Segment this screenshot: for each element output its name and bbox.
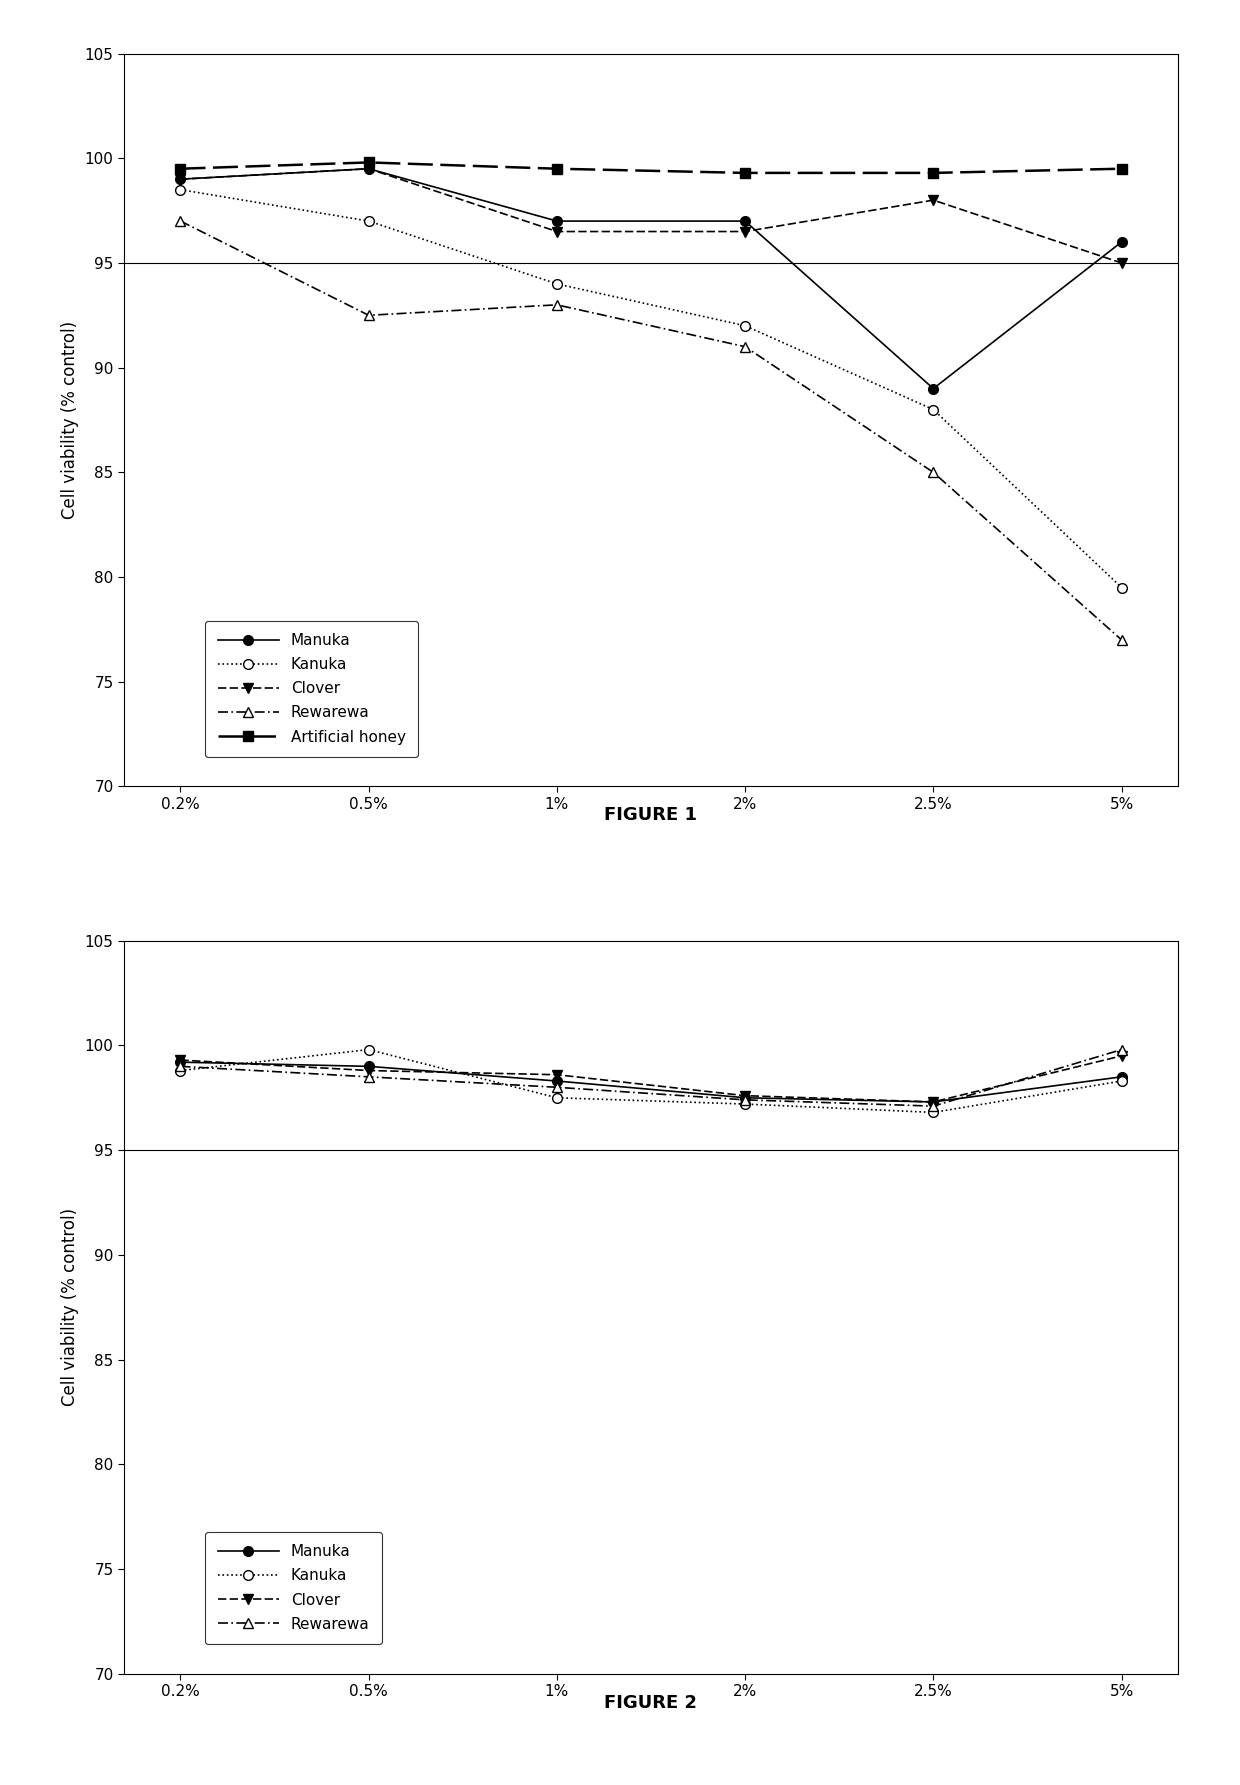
Y-axis label: Cell viability (% control): Cell viability (% control) bbox=[61, 321, 79, 519]
Y-axis label: Cell viability (% control): Cell viability (% control) bbox=[61, 1208, 79, 1407]
Text: FIGURE 2: FIGURE 2 bbox=[605, 1694, 697, 1712]
Legend: Manuka, Kanuka, Clover, Rewarewa: Manuka, Kanuka, Clover, Rewarewa bbox=[206, 1532, 382, 1644]
Text: FIGURE 1: FIGURE 1 bbox=[605, 807, 697, 825]
Legend: Manuka, Kanuka, Clover, Rewarewa, Artificial honey: Manuka, Kanuka, Clover, Rewarewa, Artifi… bbox=[206, 621, 418, 757]
